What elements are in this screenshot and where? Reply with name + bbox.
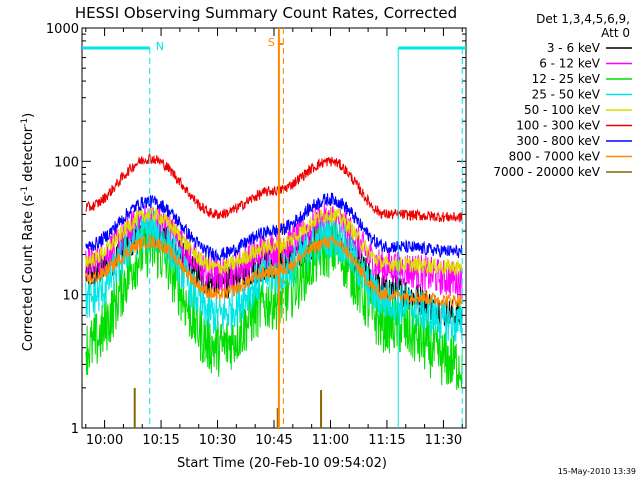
y-axis-label-mid: detector (21, 126, 36, 186)
legend-label: 100 - 300 keV (516, 119, 600, 133)
marker-label-s: S (268, 36, 275, 49)
legend-label: 25 - 50 keV (532, 88, 601, 102)
y-tick-label: 1 (71, 422, 79, 437)
legend-label: 7000 - 20000 keV (493, 165, 600, 179)
series-layer (85, 153, 463, 428)
y-tick-label: 1000 (46, 22, 79, 37)
y-axis-label-main: Corrected Count Rate (s (21, 195, 36, 352)
legend-label: 3 - 6 keV (547, 41, 601, 55)
x-tick-label: 11:00 (312, 433, 349, 448)
y-axis-label-sup2: -1 (20, 118, 30, 127)
y-tick-label: 100 (54, 155, 79, 170)
series-line (85, 192, 463, 263)
y-tick-label: 10 (62, 289, 79, 304)
x-tick-label: 10:15 (142, 433, 179, 448)
legend-label: 12 - 25 keV (532, 72, 601, 86)
series-line (85, 205, 463, 276)
axes: 1 10 100 1000 10:00 10:15 10:30 10:45 11:00 11:15… (46, 22, 466, 448)
x-axis-label: Start Time (20-Feb-10 09:54:02) (177, 456, 387, 471)
legend-label: 6 - 12 keV (539, 57, 601, 71)
x-tick-label: 10:45 (255, 433, 292, 448)
y-axis-label: Corrected Count Rate (s-1 detector-1) (20, 113, 36, 351)
footer-timestamp: 15-May-2010 13:39 (558, 467, 636, 476)
series-line (85, 153, 463, 223)
x-tick-label: 11:30 (425, 433, 462, 448)
legend-label: 300 - 800 keV (516, 134, 600, 148)
chart-title: HESSI Observing Summary Count Rates, Cor… (75, 4, 457, 22)
series-line (85, 234, 463, 308)
legend-title-2: Att 0 (601, 26, 630, 40)
legend-title-1: Det 1,3,4,5,6,9, (536, 12, 630, 26)
y-axis-label-end: ) (21, 113, 36, 118)
marker-label-n: N (156, 40, 164, 53)
x-tick-label: 10:30 (199, 433, 236, 448)
legend-label: 800 - 7000 keV (509, 150, 601, 164)
x-tick-label: 11:15 (368, 433, 405, 448)
legend: Det 1,3,4,5,6,9, Att 0 3 - 6 keV 6 - 12 k… (493, 12, 632, 179)
x-tick-label: 10:00 (86, 433, 123, 448)
legend-label: 50 - 100 keV (524, 103, 601, 117)
y-axis-label-sup1: -1 (20, 186, 30, 195)
